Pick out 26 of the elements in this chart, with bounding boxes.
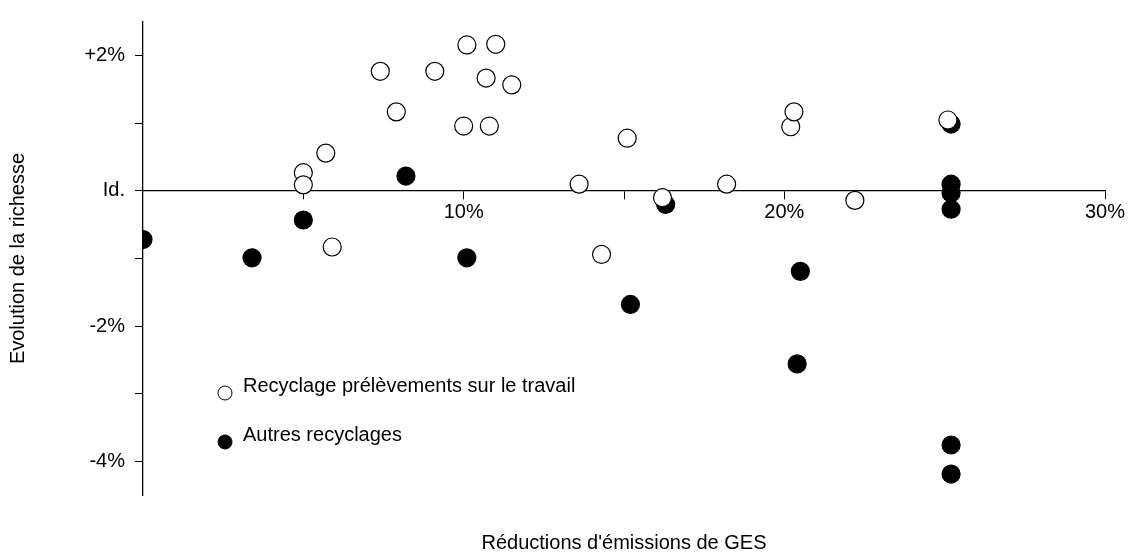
y-tick-label: -2% <box>89 313 126 336</box>
y-tick-label: -4% <box>89 448 126 471</box>
point <box>941 464 961 484</box>
point <box>784 102 804 122</box>
x-tick-label: 10% <box>443 200 484 223</box>
point <box>569 174 589 194</box>
x-tick-label: 20% <box>764 200 805 223</box>
point <box>941 435 961 455</box>
point <box>941 199 961 219</box>
point <box>293 175 313 195</box>
point <box>790 261 810 281</box>
point <box>620 294 641 315</box>
legend-label: Recyclage prélèvements sur le travail <box>243 373 576 396</box>
point <box>396 166 416 186</box>
point <box>457 248 477 268</box>
x-tick-label: 30% <box>1084 200 1126 223</box>
point <box>787 354 807 374</box>
point <box>242 248 262 268</box>
legend-label: Autres recyclages <box>243 422 402 445</box>
point <box>652 188 673 208</box>
y-tick-label: Id. <box>102 178 125 201</box>
y-axis-title: Evolution de la richesse <box>5 152 28 365</box>
point <box>293 210 313 230</box>
y-tick-label: +2% <box>84 43 126 66</box>
point <box>717 174 737 194</box>
x-axis-title: Réductions d'émissions de GES <box>481 530 767 553</box>
